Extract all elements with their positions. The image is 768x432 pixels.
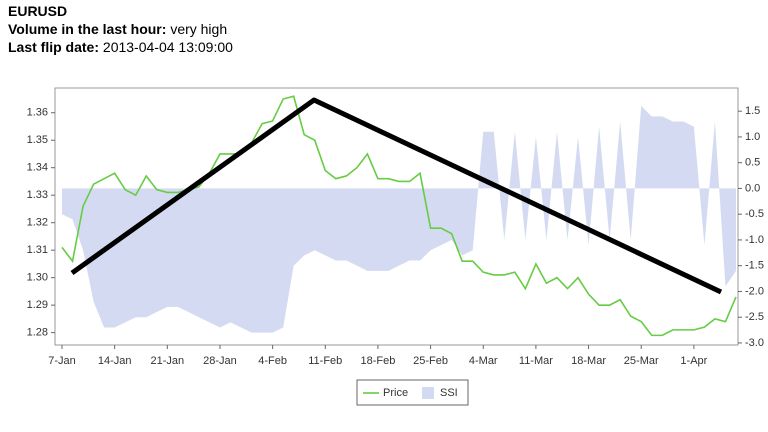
header: EURUSD Volume in the last hour: very hig…: [8, 2, 233, 56]
plot-marks: [61, 95, 737, 337]
y-tick-label: 1.33: [27, 189, 48, 201]
y-tick-label: 1.32: [27, 217, 48, 229]
x-tick-label: 21-Jan: [150, 355, 184, 367]
x-tick-label: 11-Mar: [519, 355, 553, 367]
x-tick-label: 14-Jan: [98, 355, 132, 367]
volume-label: Volume in the last hour:: [8, 21, 167, 37]
x-tick-label: 25-Mar: [624, 355, 659, 367]
x-tick-label: 7-Jan: [48, 355, 76, 367]
volume-value: very high: [170, 21, 228, 37]
legend-label: SSI: [440, 387, 458, 399]
y2-tick-label: 0.0: [745, 182, 760, 194]
y2-tick-label: -0.5: [745, 208, 764, 220]
y2-tick-label: 1.0: [745, 131, 760, 143]
legend-swatch: [422, 387, 434, 399]
y-tick-label: 1.34: [27, 162, 48, 174]
legend-label: Price: [383, 387, 408, 399]
flip-value: 2013-04-04 13:09:00: [102, 39, 233, 55]
y-tick-label: 1.35: [27, 134, 48, 146]
x-tick-label: 11-Feb: [308, 355, 342, 367]
plot-back: [62, 106, 736, 333]
y2-tick-label: 0.5: [745, 157, 760, 169]
x-tick-label: 28-Jan: [203, 355, 237, 367]
plot-frame: [54, 87, 739, 346]
ssi-area: [62, 106, 736, 333]
y-tick-label: 1.29: [27, 299, 48, 311]
y-tick-label: 1.36: [27, 107, 48, 119]
flip-label: Last flip date:: [8, 39, 100, 55]
x-tick-label: 18-Feb: [361, 355, 396, 367]
y-tick-label: 1.28: [27, 327, 48, 339]
y2-tick-label: 1.5: [745, 105, 760, 117]
price-line: [61, 95, 737, 337]
y2-tick-label: -1.0: [745, 234, 764, 246]
x-tick-label: 4-Mar: [469, 355, 498, 367]
x-tick-label: 1-Apr: [680, 355, 707, 367]
flip: Last flip date: 2013-04-04 13:09:00: [8, 38, 233, 56]
y2-tick-label: -3.0: [745, 337, 764, 349]
y-tick-label: 1.31: [27, 244, 48, 256]
y2-tick-label: -2.5: [745, 311, 764, 323]
volume: Volume in the last hour: very high: [8, 20, 233, 38]
y2-tick-label: -1.5: [745, 260, 764, 272]
x-tick-label: 25-Feb: [413, 355, 448, 367]
trend-annotation: [70, 97, 723, 295]
symbol: EURUSD: [8, 2, 233, 20]
x-tick-label: 4-Feb: [258, 355, 287, 367]
y2-tick-label: -2.0: [745, 285, 764, 297]
x-tick-label: 18-Mar: [571, 355, 606, 367]
y-tick-label: 1.30: [27, 272, 48, 284]
symbol-text: EURUSD: [8, 3, 68, 19]
